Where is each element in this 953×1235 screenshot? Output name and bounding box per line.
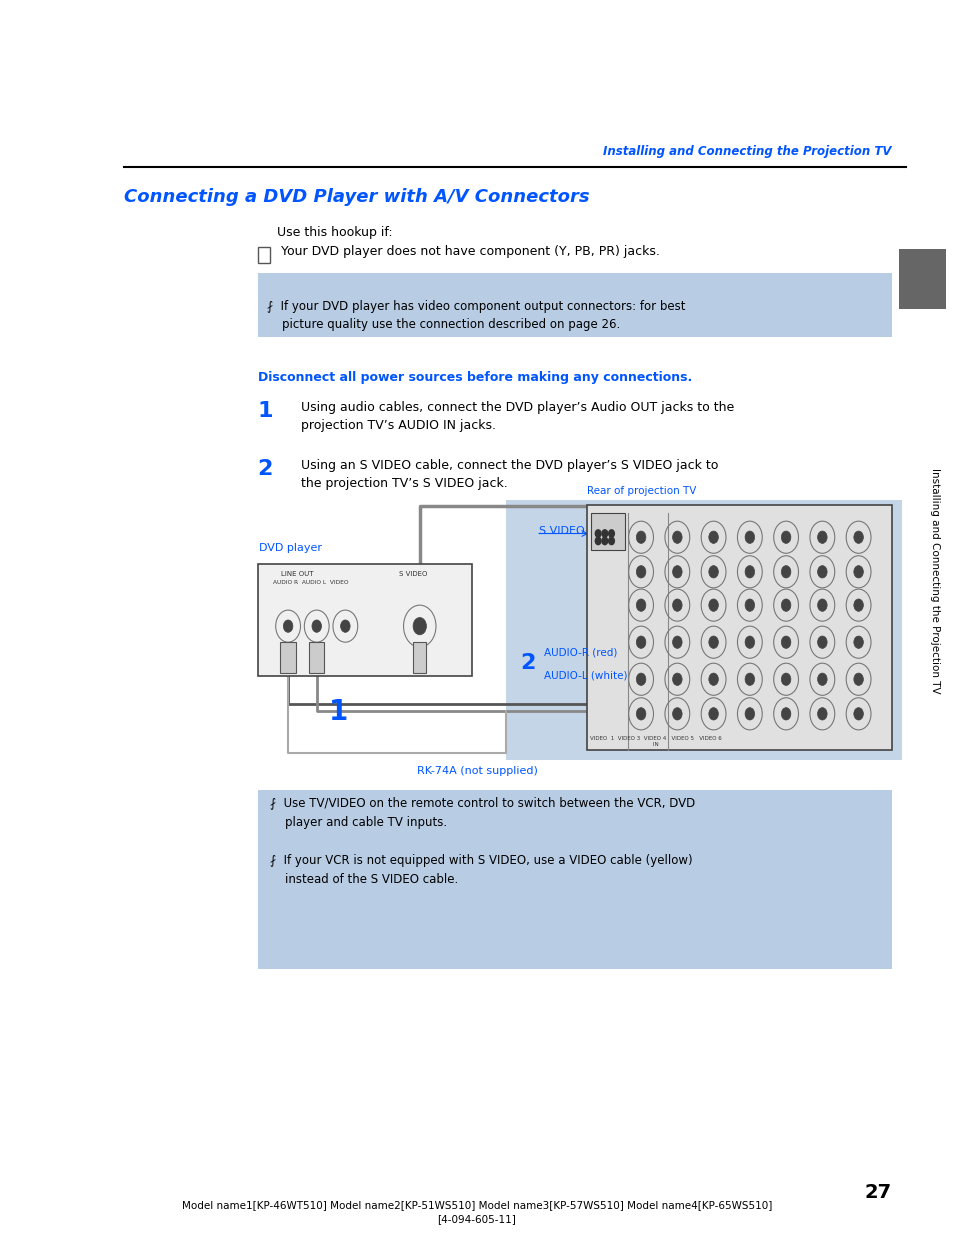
Circle shape (672, 599, 681, 611)
Circle shape (708, 566, 718, 578)
Text: ⨏  Use TV/VIDEO on the remote control to switch between the VCR, DVD
    player : ⨏ Use TV/VIDEO on the remote control to … (270, 797, 695, 885)
Circle shape (340, 620, 350, 632)
Circle shape (636, 599, 645, 611)
Bar (257, 564, 472, 676)
Text: ⨏  If your DVD player has video component output connectors: for best
    pictur: ⨏ If your DVD player has video component… (267, 300, 685, 331)
Circle shape (853, 673, 862, 685)
Text: 1: 1 (257, 401, 273, 421)
Bar (280, 642, 295, 673)
Circle shape (744, 636, 754, 648)
Circle shape (744, 566, 754, 578)
Text: S VIDEO: S VIDEO (398, 571, 427, 577)
Bar (309, 642, 324, 673)
FancyBboxPatch shape (257, 273, 891, 337)
FancyBboxPatch shape (505, 500, 901, 760)
Text: Rear of projection TV: Rear of projection TV (586, 487, 696, 496)
Circle shape (708, 636, 718, 648)
Circle shape (672, 531, 681, 543)
Circle shape (817, 599, 826, 611)
Circle shape (853, 566, 862, 578)
Circle shape (312, 620, 321, 632)
Circle shape (853, 708, 862, 720)
Text: Your DVD player does not have component (Y, PB, PR) jacks.: Your DVD player does not have component … (281, 246, 659, 258)
Circle shape (817, 531, 826, 543)
Text: 1: 1 (329, 698, 348, 726)
Text: Installing and Connecting the Projection TV: Installing and Connecting the Projection… (929, 468, 939, 693)
Circle shape (817, 708, 826, 720)
Circle shape (636, 636, 645, 648)
Circle shape (853, 636, 862, 648)
Circle shape (744, 599, 754, 611)
Circle shape (283, 620, 293, 632)
Text: S VIDEO: S VIDEO (538, 526, 584, 536)
Text: Using an S VIDEO cable, connect the DVD player’s S VIDEO jack to
the projection : Using an S VIDEO cable, connect the DVD … (300, 459, 718, 490)
Circle shape (781, 673, 790, 685)
Circle shape (413, 618, 426, 635)
Circle shape (708, 531, 718, 543)
Circle shape (636, 531, 645, 543)
Text: YC-15V/30V
(not supplied): YC-15V/30V (not supplied) (359, 574, 432, 598)
Circle shape (672, 708, 681, 720)
Text: RK-74A (not supplied): RK-74A (not supplied) (416, 766, 537, 776)
Circle shape (744, 708, 754, 720)
Text: 27: 27 (864, 1183, 891, 1202)
Circle shape (781, 599, 790, 611)
Circle shape (781, 636, 790, 648)
Text: Installing and Connecting the Projection TV: Installing and Connecting the Projection… (603, 144, 891, 158)
Text: IN: IN (589, 742, 658, 747)
Text: AUDIO-R (red): AUDIO-R (red) (543, 647, 617, 657)
Text: LINE OUT: LINE OUT (281, 571, 314, 577)
Bar (257, 247, 270, 263)
Text: AUDIO-L (white): AUDIO-L (white) (543, 671, 627, 680)
Circle shape (781, 708, 790, 720)
Circle shape (608, 530, 614, 537)
Circle shape (708, 599, 718, 611)
FancyBboxPatch shape (257, 790, 891, 969)
Circle shape (595, 537, 600, 545)
Text: DVD player: DVD player (259, 543, 322, 553)
Circle shape (853, 531, 862, 543)
Bar (586, 505, 891, 750)
Circle shape (744, 673, 754, 685)
Circle shape (744, 531, 754, 543)
Circle shape (817, 636, 826, 648)
Circle shape (672, 673, 681, 685)
Circle shape (817, 673, 826, 685)
Text: VIDEO  1  VIDEO 3  VIDEO 4   VIDEO 5   VIDEO 6: VIDEO 1 VIDEO 3 VIDEO 4 VIDEO 5 VIDEO 6 (589, 736, 720, 741)
Circle shape (601, 537, 607, 545)
Text: 2: 2 (519, 653, 535, 673)
Text: AUDIO R  AUDIO L  VIDEO: AUDIO R AUDIO L VIDEO (273, 580, 348, 585)
Text: 2: 2 (257, 459, 273, 479)
Bar (591, 513, 624, 550)
Circle shape (708, 708, 718, 720)
Bar (413, 642, 426, 673)
Circle shape (636, 673, 645, 685)
Circle shape (781, 531, 790, 543)
Circle shape (601, 530, 607, 537)
Circle shape (672, 636, 681, 648)
Circle shape (672, 566, 681, 578)
Text: Using audio cables, connect the DVD player’s Audio OUT jacks to the
projection T: Using audio cables, connect the DVD play… (300, 401, 733, 432)
Circle shape (708, 673, 718, 685)
Circle shape (636, 708, 645, 720)
Circle shape (781, 566, 790, 578)
Text: Use this hookup if:: Use this hookup if: (276, 226, 392, 240)
Circle shape (636, 566, 645, 578)
Text: Connecting a DVD Player with A/V Connectors: Connecting a DVD Player with A/V Connect… (124, 188, 589, 206)
Circle shape (608, 537, 614, 545)
Bar (898, 249, 945, 309)
Circle shape (817, 566, 826, 578)
Text: Disconnect all power sources before making any connections.: Disconnect all power sources before maki… (257, 370, 691, 384)
Circle shape (853, 599, 862, 611)
Text: Model name1[KP-46WT510] Model name2[KP-51WS510] Model name3[KP-57WS510] Model na: Model name1[KP-46WT510] Model name2[KP-5… (182, 1200, 771, 1224)
Circle shape (595, 530, 600, 537)
